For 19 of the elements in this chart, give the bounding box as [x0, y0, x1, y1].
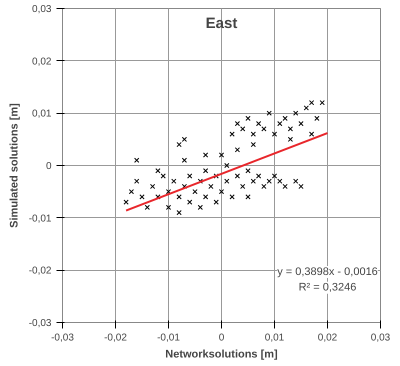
x-tick-label: -0,03	[51, 332, 74, 344]
x-axis-title: Networksolutions [m]	[165, 348, 278, 360]
y-tick-label: 0	[46, 161, 52, 172]
x-tick-label: 0,03	[370, 332, 391, 344]
y-axis-title: Simulated solutions [m]	[8, 102, 21, 228]
y-tick-label: -0,02	[28, 266, 52, 277]
text: East	[206, 15, 238, 32]
x-tick-label: -0,01	[157, 332, 180, 344]
annotation: R² = 0,3246	[298, 282, 356, 294]
y-tick-label: -0,01	[28, 213, 52, 224]
annotation: y = 0,3898x - 0,0016	[277, 266, 378, 278]
y-tick-label: 0,02	[32, 56, 52, 68]
y-tick-label: 0,03	[32, 4, 52, 15]
x-tick-label: 0,01	[264, 332, 285, 344]
x-tick-label: -0,02	[104, 332, 128, 344]
x-tick-label: 0,02	[318, 332, 338, 344]
x-tick-label: 0	[218, 332, 225, 344]
y-tick-label: 0,01	[32, 108, 52, 120]
y-tick-label: -0,03	[28, 318, 52, 329]
